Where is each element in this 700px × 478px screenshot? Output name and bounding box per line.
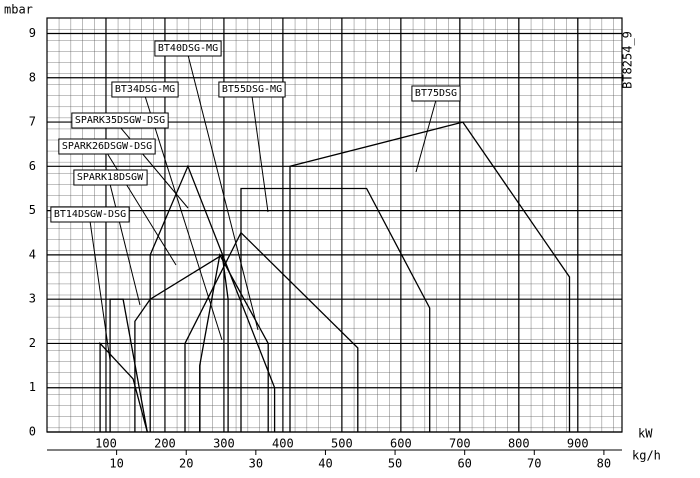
x-tick-label: 300 [213, 437, 235, 451]
x2-tick-label: 10 [109, 457, 123, 471]
label-box [411, 85, 461, 102]
series-name: SPARK18DSGW [77, 172, 144, 183]
leader-line [187, 54, 259, 331]
x-axis-label: kW [638, 427, 653, 441]
y-tick-label: 2 [29, 336, 36, 350]
series-name: BT75DSG [415, 88, 457, 99]
y-tick-label: 6 [29, 159, 36, 173]
series-label: BT75DSG [411, 85, 461, 102]
label-box [71, 112, 169, 129]
series-label: SPARK18DSGW [73, 169, 148, 186]
series-line [289, 121, 571, 432]
x-tick-label: 500 [331, 437, 353, 451]
y-axis-label: mbar [4, 3, 33, 17]
y-tick-label: 7 [29, 115, 36, 129]
series-label: BT40DSG-MG [154, 40, 222, 57]
series-line [240, 187, 431, 432]
series-name: BT40DSG-MG [158, 43, 218, 54]
series-name: BT55DSG-MG [222, 84, 282, 95]
series-line [109, 298, 148, 433]
series-name: BT14DSGW-DSG [54, 209, 126, 220]
label-box [218, 81, 286, 98]
plot-area [46, 17, 623, 433]
leader-line [415, 99, 437, 173]
x-tick-label: 100 [95, 437, 117, 451]
x-tick-label: 800 [508, 437, 530, 451]
series-name: SPARK26DSGW-DSG [62, 141, 152, 152]
x2-tick-label: 70 [527, 457, 541, 471]
series-line [99, 341, 148, 433]
series-label: BT55DSG-MG [218, 81, 286, 98]
series-name: BT34DSG-MG [115, 84, 175, 95]
leader-line [144, 95, 223, 341]
y-tick-label: 5 [29, 203, 36, 217]
x-tick-label: 400 [272, 437, 294, 451]
series-line [134, 253, 229, 432]
label-box [111, 81, 179, 98]
label-box [73, 169, 148, 186]
x2-tick-label: 40 [318, 457, 332, 471]
leader-line [89, 220, 111, 361]
y-tick-label: 0 [29, 425, 36, 439]
x2-tick-label: 20 [179, 457, 193, 471]
series-line [149, 164, 276, 432]
x-tick-label: 900 [567, 437, 589, 451]
series-label: SPARK26DSGW-DSG [58, 138, 156, 155]
code-label: BT8254_9 [621, 31, 635, 89]
series-name: SPARK35DSGW-DSG [75, 115, 165, 126]
x-tick-label: 200 [154, 437, 176, 451]
label-box [50, 206, 130, 223]
x2-tick-label: 30 [249, 457, 263, 471]
series-label: SPARK35DSGW-DSG [71, 112, 169, 129]
label-box [154, 40, 222, 57]
label-box [58, 138, 156, 155]
x-tick-label: 600 [390, 437, 412, 451]
x-tick-label: 700 [449, 437, 471, 451]
leader-line [251, 95, 269, 213]
series-label: BT14DSGW-DSG [50, 206, 130, 223]
series-label: BT34DSG-MG [111, 81, 179, 98]
y-tick-label: 3 [29, 292, 36, 306]
x2-tick-label: 60 [457, 457, 471, 471]
y-tick-label: 8 [29, 70, 36, 84]
y-tick-label: 1 [29, 380, 36, 394]
x2-tick-label: 50 [388, 457, 402, 471]
y-tick-label: 9 [29, 26, 36, 40]
y-tick-label: 4 [29, 247, 36, 261]
leader-line [109, 183, 141, 306]
x2-axis-label: kg/h [632, 449, 661, 463]
x2-tick-label: 80 [597, 457, 611, 471]
